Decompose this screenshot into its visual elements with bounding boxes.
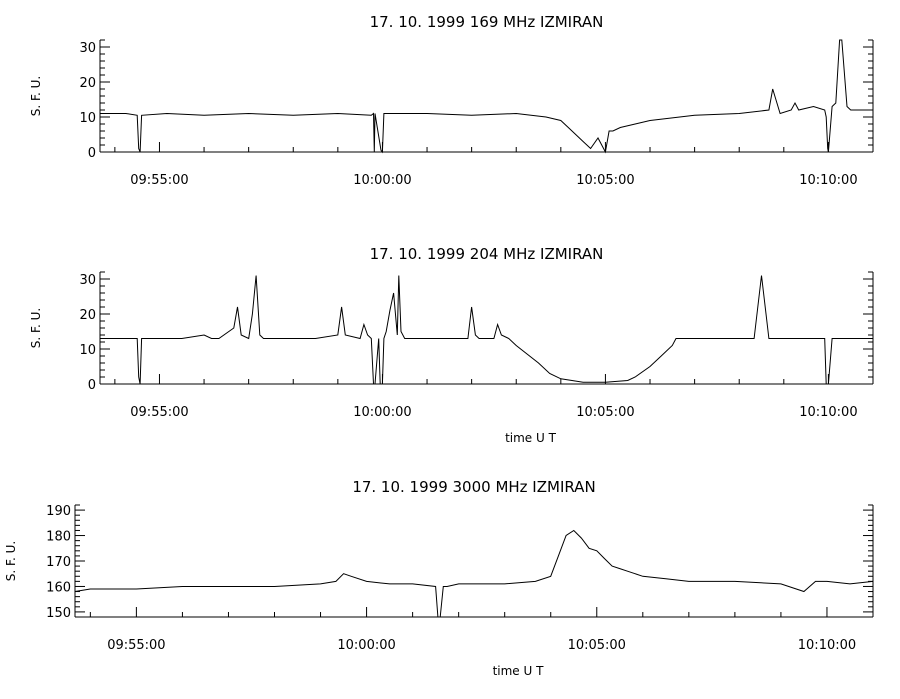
y-tick-label: 30: [79, 273, 96, 288]
x-axis-label: time U T: [493, 664, 545, 678]
series-line-1: [100, 39, 873, 154]
x-tick-label: 10:05:00: [576, 173, 634, 188]
y-tick-label: 30: [79, 41, 96, 56]
y-tick-label: 190: [46, 504, 71, 519]
y-tick-label: 20: [79, 308, 96, 323]
y-tick-label: 0: [88, 378, 96, 393]
y-tick-label: 160: [46, 580, 71, 595]
y-tick-label: 10: [79, 343, 96, 358]
y-tick-label: 170: [46, 555, 71, 570]
x-tick-label: 10:00:00: [337, 638, 395, 653]
x-axis-label: time U T: [505, 431, 557, 445]
y-axis-label: S. F. U.: [4, 541, 18, 581]
x-tick-label: 10:00:00: [353, 405, 411, 420]
y-tick-label: 180: [46, 530, 71, 545]
series-line-1: [74, 529, 874, 618]
y-tick-label: 20: [79, 76, 96, 91]
x-tick-label: 10:10:00: [799, 173, 857, 188]
x-tick-label: 09:55:00: [130, 173, 188, 188]
x-tick-label: 09:55:00: [107, 638, 165, 653]
x-tick-label: 10:05:00: [568, 638, 626, 653]
x-tick-label: 10:10:00: [798, 638, 856, 653]
chart-title: 17. 10. 1999 3000 MHz IZMIRAN: [352, 478, 595, 496]
chart-panel-1: 17. 10. 1999 169 MHz IZMIRAN 0 10 20 30 S. F.…: [29, 13, 874, 188]
chart-panel-2: 17. 10. 1999 204 MHz IZMIRAN 0 10 20 30 S. F.…: [29, 245, 874, 445]
x-tick-label: 10:05:00: [576, 405, 634, 420]
chart-title: 17. 10. 1999 169 MHz IZMIRAN: [370, 13, 604, 31]
x-tick-label: 10:00:00: [353, 173, 411, 188]
y-tick-label: 150: [46, 606, 71, 621]
series-line-1: [100, 275, 873, 385]
x-tick-label: 09:55:00: [130, 405, 188, 420]
y-axis-label: S. F. U.: [29, 308, 43, 348]
chart-panel-3: 17. 10. 1999 3000 MHz IZMIRAN 150 160 170 18…: [4, 478, 874, 678]
y-tick-label: 10: [79, 111, 96, 126]
x-tick-label: 10:10:00: [799, 405, 857, 420]
y-tick-label: 0: [88, 146, 96, 161]
y-axis-label: S. F. U.: [29, 76, 43, 116]
chart-title: 17. 10. 1999 204 MHz IZMIRAN: [370, 245, 604, 263]
